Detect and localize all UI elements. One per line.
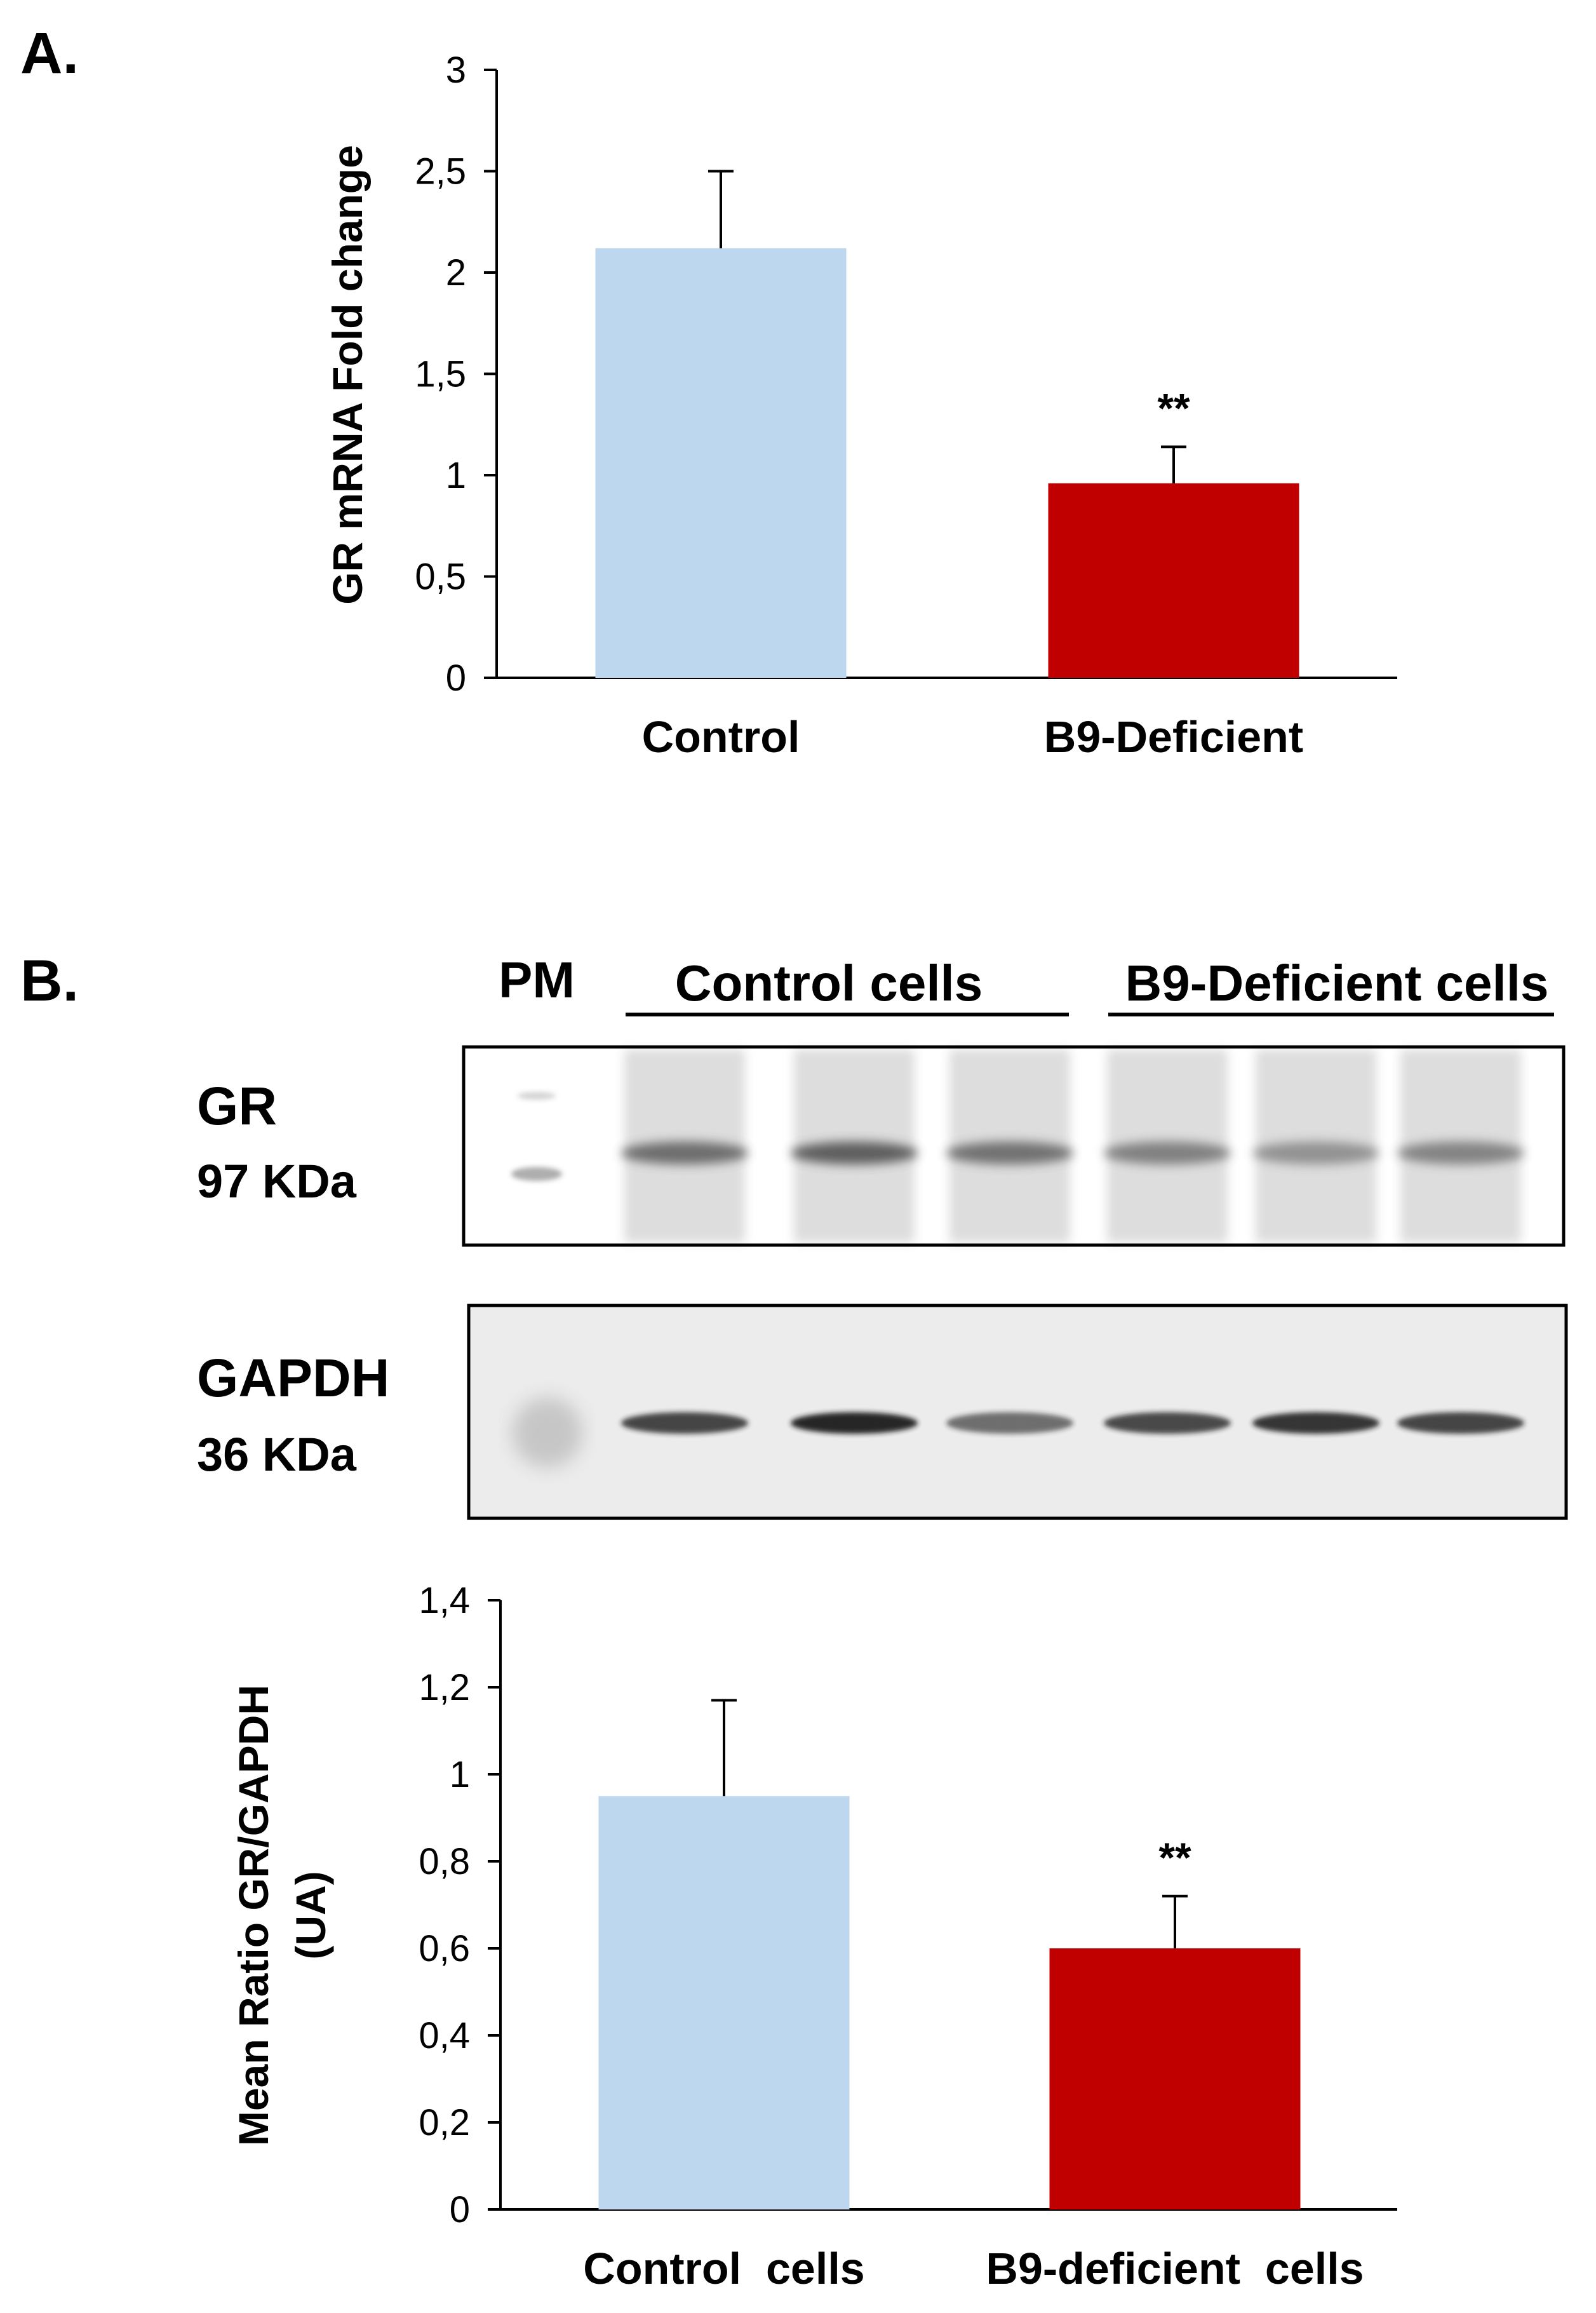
gapdh-band (1104, 1412, 1231, 1434)
y-tick-label: 1,5 (415, 354, 466, 395)
panel-b-letter: B. (20, 948, 79, 1013)
y-tick-label: 0,6 (419, 1928, 470, 1969)
y-tick-label: 1,4 (419, 1580, 470, 1621)
panel-b: B. PM Control cells B9-Deficient cells G… (20, 948, 1568, 2293)
y-tick-label: 0,5 (415, 556, 466, 598)
y-tick-label: 2 (446, 252, 466, 293)
gapdh-marker-smear (513, 1398, 582, 1467)
gr-marker-band (518, 1092, 556, 1100)
blot-gr-weight: 97 KDa (197, 1155, 357, 1208)
chart-b-y-axis-label-line1: Mean Ratio GR/GAPDH (230, 1685, 277, 2146)
gr-band (621, 1142, 748, 1164)
y-tick-label: 1 (446, 455, 466, 496)
blot-marker-label: PM (499, 952, 575, 1008)
y-tick-label: 1,2 (419, 1667, 470, 1708)
bar-deficient (1048, 483, 1299, 678)
gapdh-blot (467, 1304, 1568, 1520)
gr-band (1397, 1142, 1524, 1164)
bar-control (598, 1796, 850, 2209)
gapdh-band (1252, 1412, 1379, 1434)
gapdh-blot-lanes (513, 1398, 1524, 1467)
blot-group-control-label: Control cells (675, 955, 983, 1011)
y-tick-label: 3 (446, 50, 466, 91)
y-tick-label: 0 (450, 2189, 470, 2230)
x-category-label: B9-Deficient (1044, 712, 1303, 762)
gapdh-blot-frame (467, 1304, 1568, 1520)
y-tick-label: 1 (450, 1754, 470, 1795)
blot-gapdh-weight: 36 KDa (197, 1428, 357, 1481)
blot-gr-label: GR (197, 1076, 277, 1136)
chart-b-axes: 0 0,2 0,4 0,6 0,8 1 1,2 1,4 Control cells B9-defi… (419, 1580, 1397, 2293)
panel-a-letter: A. (20, 21, 79, 86)
bar-deficient (1049, 1948, 1301, 2209)
chart-b-marks: ** (598, 1699, 1301, 2209)
x-category-label: B9-deficient cells (986, 2244, 1364, 2293)
y-tick-label: 0,4 (419, 2015, 470, 2056)
chart-b-gr-gapdh-ratio: 0 0,2 0,4 0,6 0,8 1 1,2 1,4 Control cells B9-defi… (230, 1580, 1397, 2293)
gr-blot-frame (462, 1045, 1566, 1247)
x-category-label: Control cells (583, 2244, 864, 2293)
significance-marker: ** (1158, 1834, 1191, 1881)
gr-band (791, 1142, 918, 1164)
gapdh-band (621, 1412, 748, 1434)
gapdh-blot-background (469, 1305, 1566, 1518)
chart-a-marks: ** (595, 170, 1299, 678)
y-tick-label: 0,8 (419, 1841, 470, 1882)
chart-a-gr-mrna: A. 0 0,5 1 1,5 2 2,5 3 Control B9-Deficient ** G… (20, 21, 1397, 762)
gr-band (1252, 1142, 1379, 1164)
gapdh-band (791, 1412, 918, 1434)
gr-blot-lanes (511, 1049, 1524, 1243)
gr-band (946, 1142, 1073, 1164)
gapdh-band (1397, 1412, 1524, 1434)
gr-band (1104, 1142, 1231, 1164)
x-category-label: Control (642, 712, 800, 762)
gapdh-band (946, 1412, 1073, 1434)
y-tick-label: 2,5 (415, 151, 466, 192)
gr-blot (462, 1045, 1566, 1247)
chart-a-y-axis-label: GR mRNA Fold change (324, 145, 371, 605)
blot-group-deficient-label: B9-Deficient cells (1125, 955, 1549, 1011)
chart-a-axes: 0 0,5 1 1,5 2 2,5 3 Control B9-Deficient (415, 50, 1397, 762)
bar-control (595, 248, 847, 678)
chart-b-y-axis-label-line2: (UA) (287, 1871, 334, 1959)
y-tick-label: 0,2 (419, 2102, 470, 2143)
significance-marker: ** (1157, 384, 1190, 431)
blot-gapdh-label: GAPDH (197, 1348, 389, 1408)
gr-marker-band (511, 1167, 562, 1181)
y-tick-label: 0 (446, 657, 466, 699)
